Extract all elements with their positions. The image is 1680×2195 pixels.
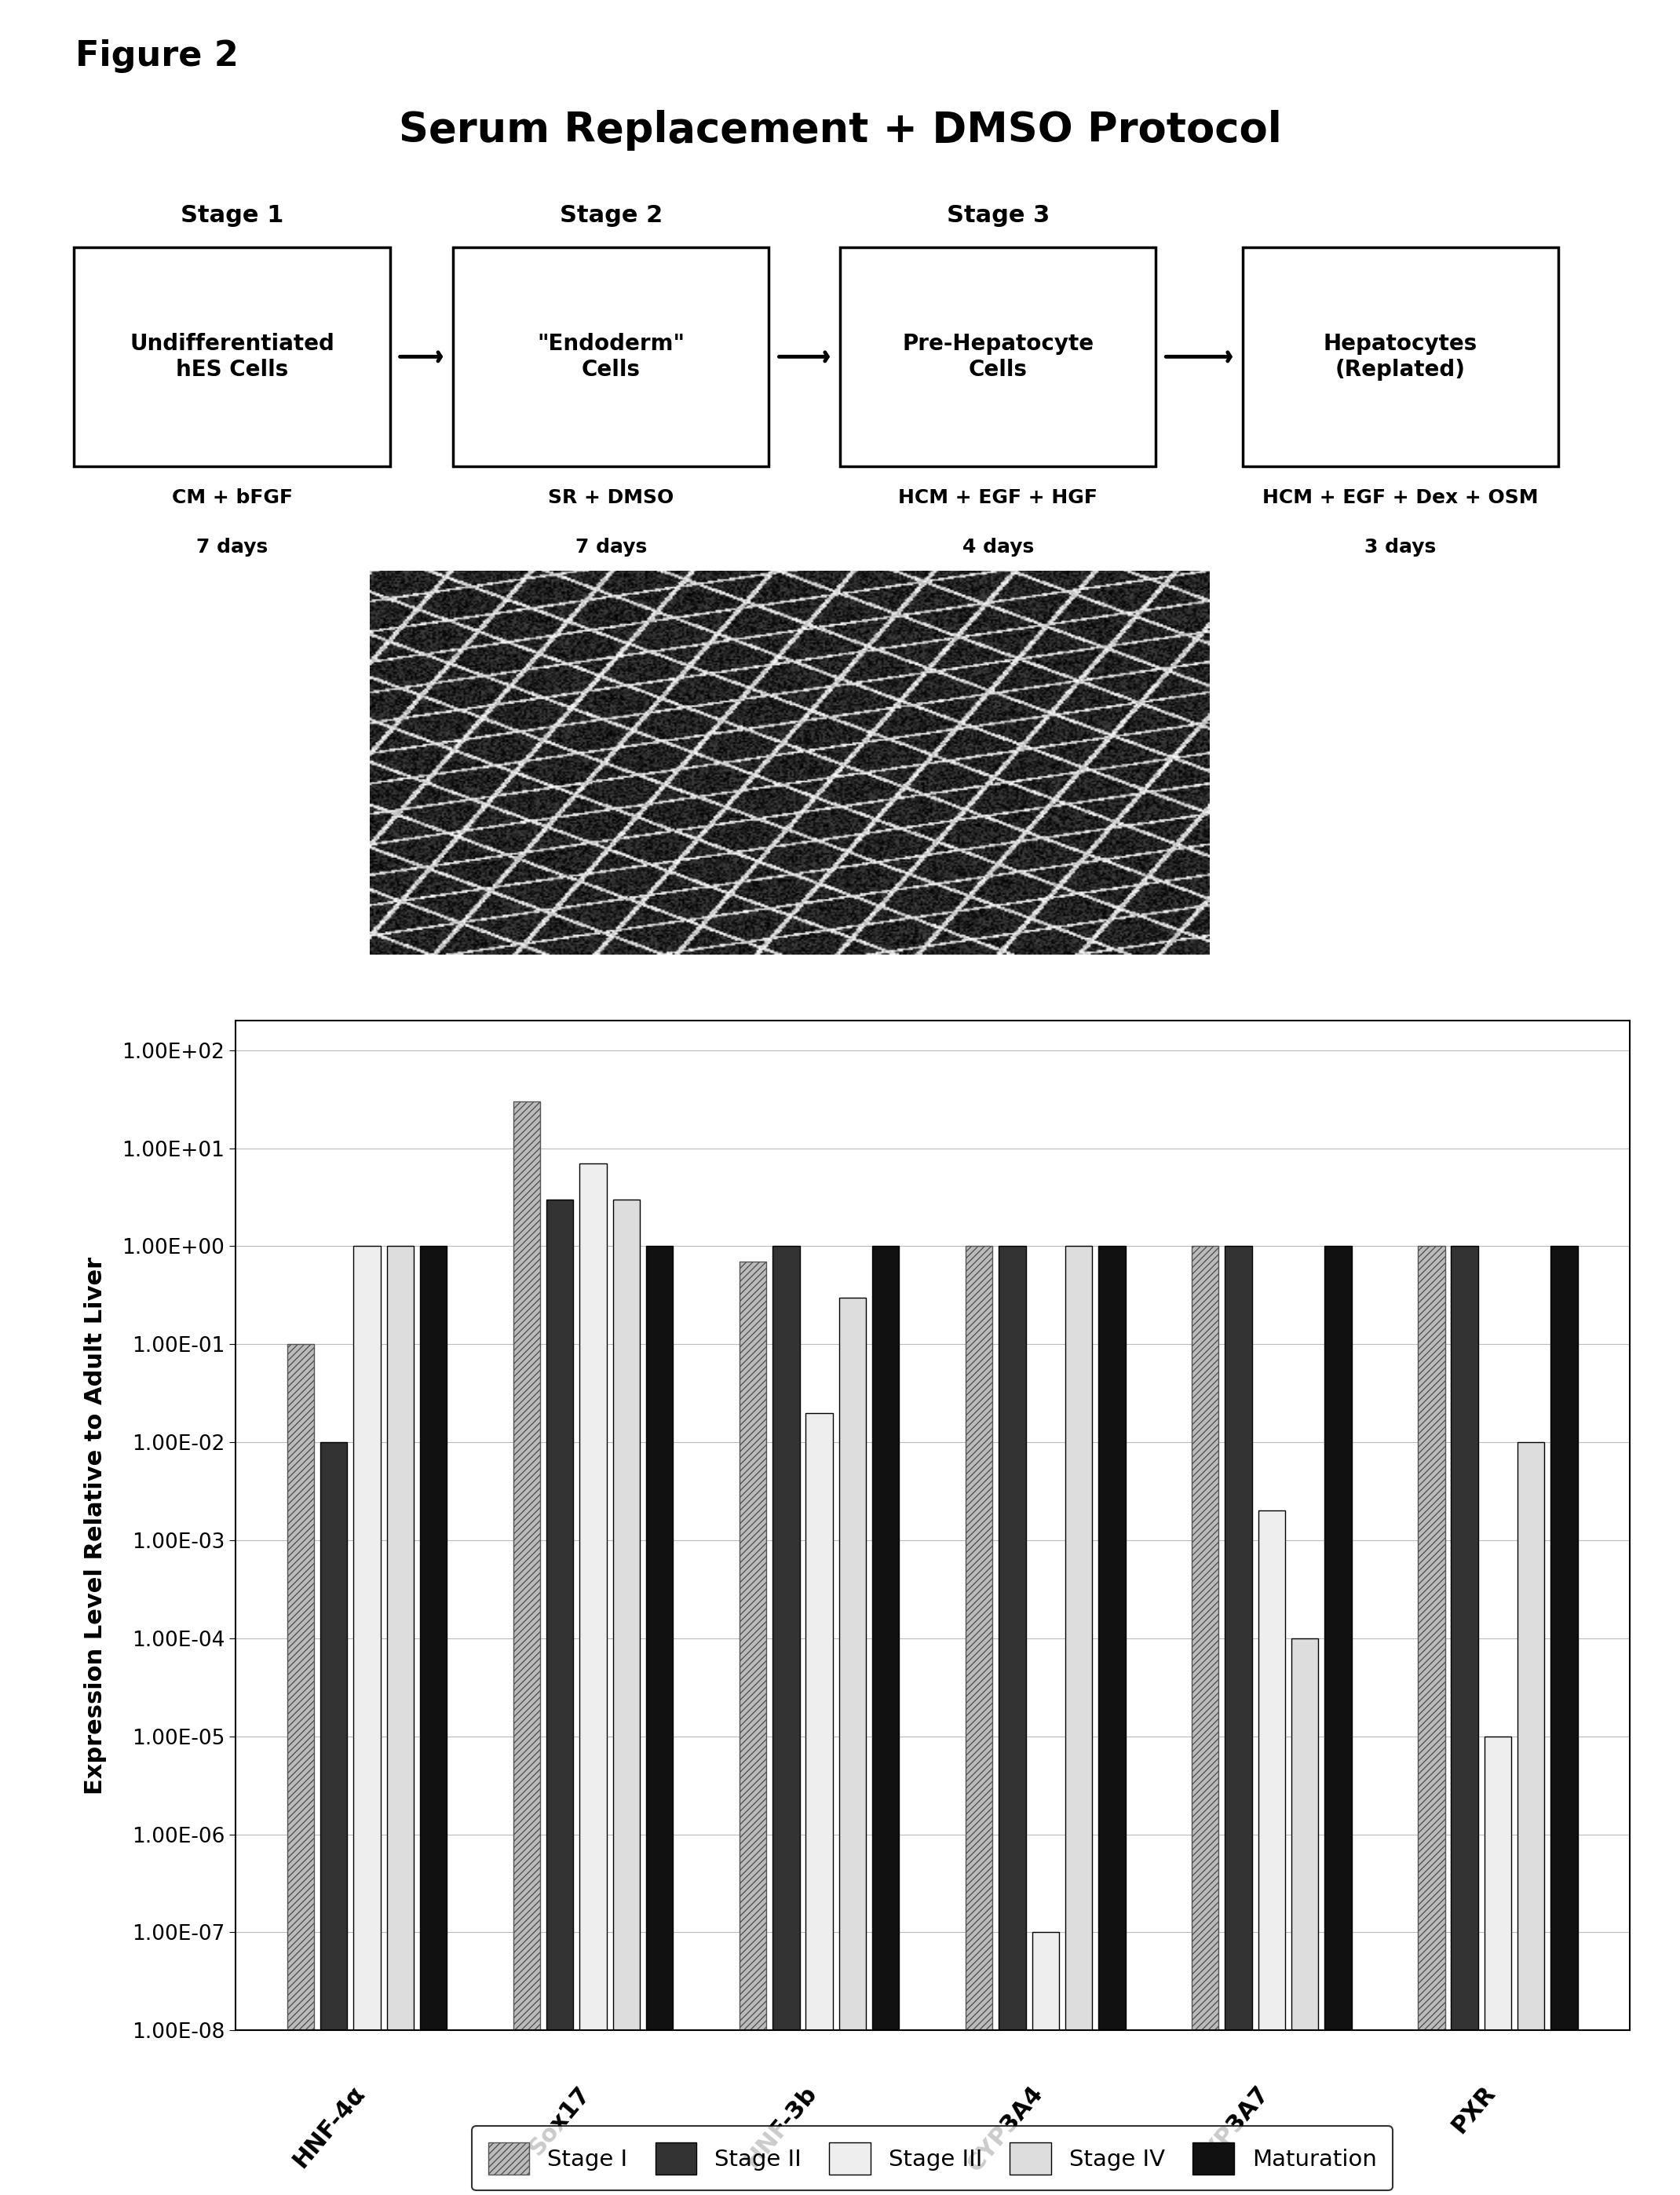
Text: PXR: PXR (1448, 2081, 1500, 2138)
Bar (806, 1414, 833, 2195)
Bar (1191, 1247, 1218, 2195)
Text: 3 days: 3 days (1364, 538, 1436, 558)
Bar (647, 1247, 674, 2195)
Bar (420, 1247, 447, 2195)
Text: Figure 2: Figure 2 (76, 40, 239, 72)
Text: HNF-4α: HNF-4α (289, 2081, 370, 2171)
Bar (514, 1102, 541, 2195)
Bar (1225, 1247, 1252, 2195)
Text: HCM + EGF + HGF: HCM + EGF + HGF (899, 489, 1097, 507)
Text: HCM + EGF + Dex + OSM: HCM + EGF + Dex + OSM (1263, 489, 1539, 507)
Bar (1517, 1442, 1544, 2195)
Bar (1551, 1247, 1578, 2195)
Bar (1485, 1736, 1512, 2195)
Text: Sox17: Sox17 (524, 2081, 595, 2160)
Bar (287, 1343, 314, 2195)
Bar (1000, 1247, 1026, 2195)
Bar (1099, 1247, 1126, 2195)
Text: Hepatocytes
(Replated): Hepatocytes (Replated) (1324, 334, 1478, 380)
Bar (966, 1247, 993, 2195)
Text: CM + bFGF: CM + bFGF (171, 489, 292, 507)
Text: 7 days: 7 days (575, 538, 647, 558)
Bar (872, 1247, 899, 2195)
Bar (840, 248, 1156, 468)
Text: "Endoderm"
Cells: "Endoderm" Cells (538, 334, 685, 380)
Bar (454, 248, 769, 468)
Bar (74, 248, 390, 468)
Bar (613, 1198, 640, 2195)
Text: Stage 3: Stage 3 (946, 204, 1050, 228)
Bar (580, 1163, 606, 2195)
Bar (1292, 1637, 1319, 2195)
Text: Stage 2: Stage 2 (559, 204, 662, 228)
Bar (1032, 1932, 1058, 2195)
Bar (386, 1247, 413, 2195)
Bar (1324, 1247, 1351, 2195)
Text: Undifferentiated
hES Cells: Undifferentiated hES Cells (129, 334, 334, 380)
Bar (739, 1262, 766, 2195)
Text: Serum Replacement + DMSO Protocol: Serum Replacement + DMSO Protocol (398, 110, 1282, 151)
Bar (1452, 1247, 1478, 2195)
Bar (773, 1247, 800, 2195)
Text: CYP3A7: CYP3A7 (1189, 2081, 1273, 2175)
Text: 7 days: 7 days (197, 538, 267, 558)
Bar (838, 1297, 865, 2195)
Bar (353, 1247, 380, 2195)
Bar (1243, 248, 1559, 468)
Text: CYP3A4: CYP3A4 (963, 2081, 1048, 2175)
Bar (546, 1198, 573, 2195)
Text: SR + DMSO: SR + DMSO (548, 489, 674, 507)
Bar (1418, 1247, 1445, 2195)
Bar (1065, 1247, 1092, 2195)
Text: Pre-Hepatocyte
Cells: Pre-Hepatocyte Cells (902, 334, 1094, 380)
Text: Stage 1: Stage 1 (180, 204, 284, 228)
Bar (321, 1442, 348, 2195)
Text: 4 days: 4 days (963, 538, 1033, 558)
Legend: Stage I, Stage II, Stage III, Stage IV, Maturation: Stage I, Stage II, Stage III, Stage IV, … (472, 2127, 1393, 2191)
Text: HNF-3b: HNF-3b (741, 2081, 822, 2173)
Bar (1258, 1510, 1285, 2195)
Y-axis label: Expression Level Relative to Adult Liver: Expression Level Relative to Adult Liver (84, 1256, 108, 1796)
